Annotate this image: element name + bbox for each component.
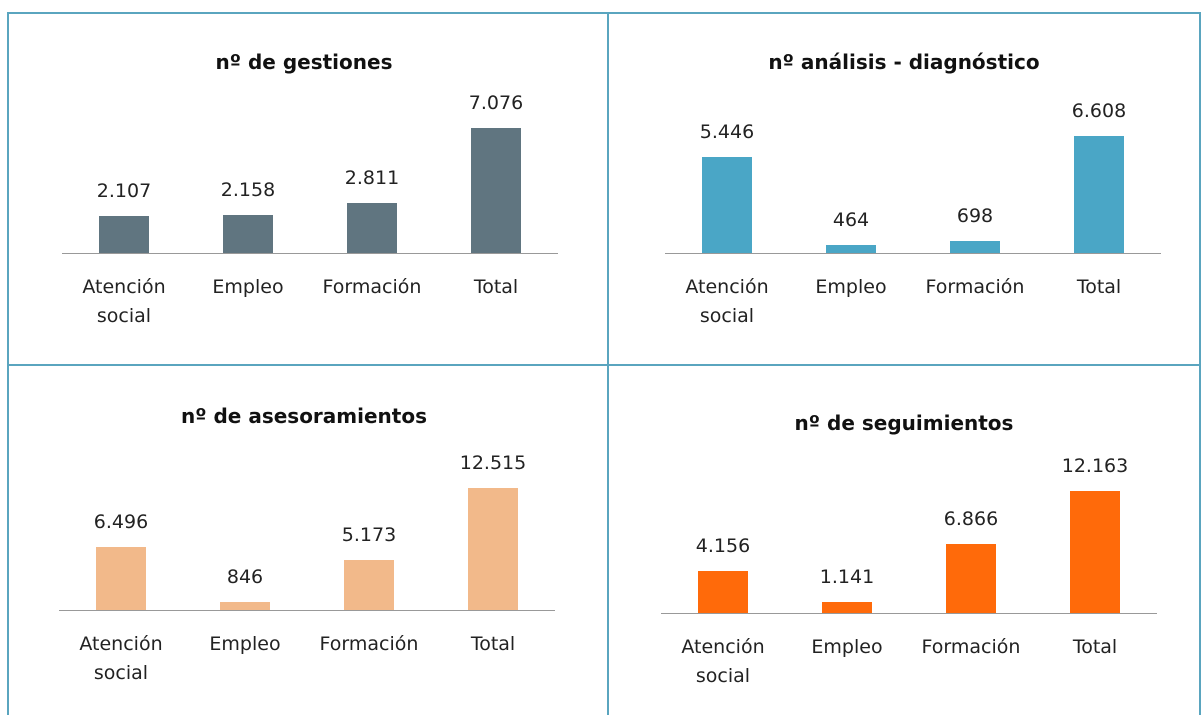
bar — [1070, 491, 1120, 613]
bar — [822, 601, 872, 613]
x-tick-label: Empleo — [212, 276, 284, 298]
data-label: 7.076 — [468, 92, 524, 114]
data-label: 5.446 — [699, 120, 755, 143]
x-tick-label: Formación — [322, 276, 422, 298]
bar — [946, 544, 996, 613]
bar — [702, 156, 752, 253]
x-tick-label: Atención social — [685, 276, 769, 327]
baseline — [661, 613, 1157, 614]
x-tick-label: Formación — [319, 633, 419, 655]
data-label: 846 — [226, 565, 264, 588]
baseline — [62, 253, 558, 254]
x-tick-label: Total — [470, 633, 516, 655]
chart-title: nº análisis - diagnóstico — [768, 50, 1040, 74]
baseline — [59, 610, 555, 611]
bar — [698, 571, 748, 613]
x-tick-label: Atención social — [681, 636, 765, 687]
bar — [223, 214, 273, 253]
chart-title: nº de asesoramientos — [181, 404, 427, 428]
frame — [8, 12, 1200, 14]
data-label: 5.173 — [341, 523, 397, 546]
frame — [607, 12, 609, 715]
x-tick-label: Atención social — [79, 633, 163, 684]
data-label: 2.107 — [96, 179, 152, 202]
x-tick-label: Total — [473, 276, 519, 298]
bar — [950, 240, 1000, 253]
frame — [8, 364, 1200, 366]
data-label: 6.866 — [943, 508, 999, 531]
x-tick-label: Formación — [921, 636, 1021, 658]
bar — [468, 488, 518, 610]
x-tick-label: Atención social — [82, 276, 166, 327]
x-tick-label: Empleo — [209, 633, 281, 655]
bar — [220, 601, 270, 610]
data-label: 2.158 — [220, 178, 276, 201]
data-label: 698 — [956, 204, 994, 227]
x-tick-label: Total — [1072, 636, 1118, 658]
bar — [99, 215, 149, 253]
chart-title: nº de seguimientos — [794, 411, 1014, 435]
bar — [344, 559, 394, 610]
frame — [7, 12, 9, 715]
bar — [96, 546, 146, 610]
data-label: 4.156 — [695, 535, 751, 558]
x-tick-label: Formación — [925, 276, 1025, 298]
bar — [826, 244, 876, 253]
frame — [1199, 12, 1201, 715]
chart-title: nº de gestiones — [215, 50, 393, 74]
bar — [471, 128, 521, 253]
bar — [1074, 136, 1124, 253]
data-label: 2.811 — [344, 167, 400, 190]
data-label: 6.608 — [1071, 100, 1127, 122]
data-label: 6.496 — [93, 510, 149, 533]
data-label: 1.141 — [819, 565, 875, 588]
baseline — [665, 253, 1161, 254]
data-label: 12.163 — [1061, 455, 1129, 477]
bar — [347, 203, 397, 253]
data-label: 12.515 — [459, 452, 527, 474]
x-tick-label: Empleo — [811, 636, 883, 658]
x-tick-label: Total — [1076, 276, 1122, 298]
data-label: 464 — [832, 208, 870, 231]
x-tick-label: Empleo — [815, 276, 887, 298]
